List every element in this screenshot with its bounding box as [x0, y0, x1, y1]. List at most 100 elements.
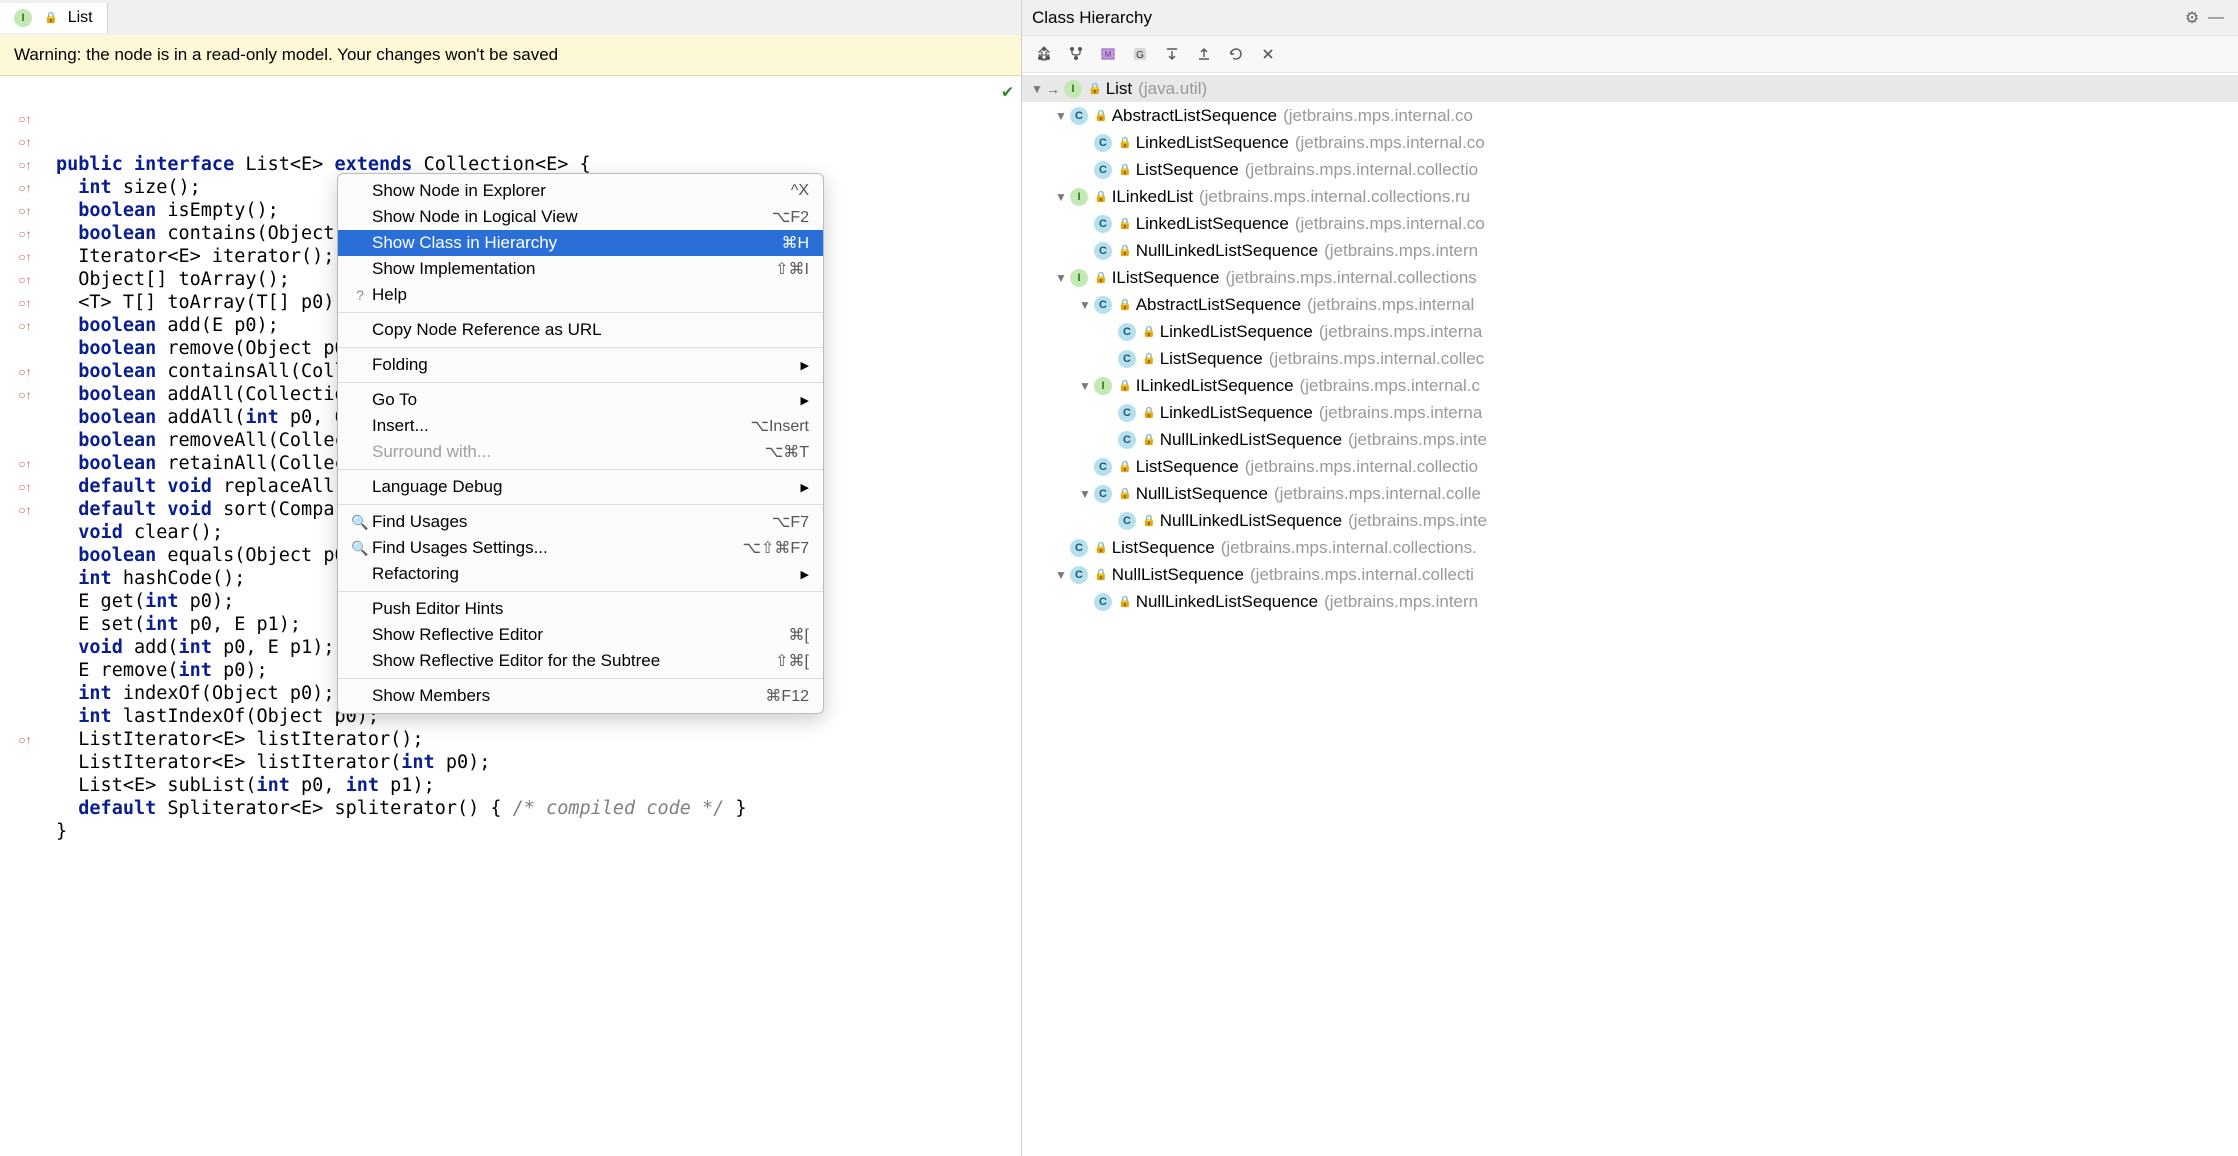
tree-node[interactable]: C🔒NullLinkedListSequence(jetbrains.mps.i…	[1022, 237, 2238, 264]
tree-node[interactable]: C🔒NullLinkedListSequence(jetbrains.mps.i…	[1022, 426, 2238, 453]
gutter-marker[interactable]	[0, 705, 50, 728]
toolbar-refresh-button[interactable]	[1222, 40, 1250, 68]
tree-node[interactable]: ▼C🔒NullListSequence(jetbrains.mps.intern…	[1022, 480, 2238, 507]
menu-item-show-implementation[interactable]: Show Implementation⇧⌘I	[338, 256, 823, 282]
gutter-marker[interactable]: ○↑	[0, 130, 50, 153]
inspection-ok-icon[interactable]: ✔	[1002, 80, 1013, 103]
gutter-marker[interactable]	[0, 751, 50, 774]
menu-item-label: Go To	[372, 390, 801, 410]
tree-node[interactable]: C🔒ListSequence(jetbrains.mps.internal.co…	[1022, 453, 2238, 480]
gutter-marker[interactable]: ○↑	[0, 291, 50, 314]
tree-node[interactable]: C🔒LinkedListSequence(jetbrains.mps.inter…	[1022, 318, 2238, 345]
gutter-marker[interactable]: ○↑	[0, 199, 50, 222]
gutter-marker[interactable]	[0, 544, 50, 567]
tree-twisty-icon[interactable]: ▼	[1076, 487, 1094, 501]
gutter-marker[interactable]: ○↑	[0, 360, 50, 383]
menu-item-show-node-in-logical-view[interactable]: Show Node in Logical View⌥F2	[338, 204, 823, 230]
menu-item-language-debug[interactable]: Language Debug▶	[338, 474, 823, 500]
gutter-marker[interactable]: ○↑	[0, 107, 50, 130]
toolbar-expand-button[interactable]	[1158, 40, 1186, 68]
menu-item-help[interactable]: ?Help	[338, 282, 823, 308]
gutter-marker[interactable]	[0, 84, 50, 107]
gutter-marker[interactable]	[0, 682, 50, 705]
menu-shortcut: ⌥⌘T	[765, 442, 809, 462]
gutter-marker[interactable]	[0, 590, 50, 613]
menu-item-insert[interactable]: Insert...⌥Insert	[338, 413, 823, 439]
tree-node[interactable]: C🔒LinkedListSequence(jetbrains.mps.inter…	[1022, 399, 2238, 426]
gutter-marker[interactable]: ○↑	[0, 314, 50, 337]
toolbar-collapse-button[interactable]	[1190, 40, 1218, 68]
menu-item-show-reflective-editor[interactable]: Show Reflective Editor⌘[	[338, 622, 823, 648]
gutter-marker[interactable]: ○↑	[0, 475, 50, 498]
tree-node[interactable]: C🔒ListSequence(jetbrains.mps.internal.co…	[1022, 534, 2238, 561]
tree-node-label: ILinkedListSequence	[1136, 376, 1294, 396]
menu-item-copy-node-reference-as-url[interactable]: Copy Node Reference as URL	[338, 317, 823, 343]
menu-item-find-usages-settings[interactable]: 🔍Find Usages Settings...⌥⇧⌘F7	[338, 535, 823, 561]
tree-node[interactable]: ▼C🔒AbstractListSequence(jetbrains.mps.in…	[1022, 291, 2238, 318]
gutter-marker[interactable]: ○↑	[0, 452, 50, 475]
editor-tab[interactable]: I 🔒 List	[0, 3, 108, 33]
gutter-marker[interactable]	[0, 521, 50, 544]
gutter-marker[interactable]	[0, 429, 50, 452]
menu-item-find-usages[interactable]: 🔍Find Usages⌥F7	[338, 509, 823, 535]
tree-node[interactable]: ▼I🔒IListSequence(jetbrains.mps.internal.…	[1022, 264, 2238, 291]
menu-item-go-to[interactable]: Go To▶	[338, 387, 823, 413]
tree-node[interactable]: ▼C🔒AbstractListSequence(jetbrains.mps.in…	[1022, 102, 2238, 129]
tree-node[interactable]: C🔒NullLinkedListSequence(jetbrains.mps.i…	[1022, 588, 2238, 615]
gutter-marker[interactable]	[0, 406, 50, 429]
gutter-marker[interactable]: ○↑	[0, 268, 50, 291]
tree-node[interactable]: ▼C🔒NullListSequence(jetbrains.mps.intern…	[1022, 561, 2238, 588]
toolbar-tree-button[interactable]	[1030, 40, 1058, 68]
tree-node[interactable]: C🔒LinkedListSequence(jetbrains.mps.inter…	[1022, 210, 2238, 237]
tree-node[interactable]: ▼I🔒ILinkedList(jetbrains.mps.internal.co…	[1022, 183, 2238, 210]
tree-node-package: (jetbrains.mps.intern	[1324, 592, 1478, 612]
menu-item-show-reflective-editor-for-the-subtree[interactable]: Show Reflective Editor for the Subtree⇧⌘…	[338, 648, 823, 674]
class-icon: C	[1118, 431, 1136, 449]
menu-item-show-members[interactable]: Show Members⌘F12	[338, 683, 823, 709]
code-line[interactable]: ListIterator<E> listIterator(int p0);	[56, 751, 1021, 774]
menu-item-refactoring[interactable]: Refactoring▶	[338, 561, 823, 587]
gutter-marker[interactable]	[0, 337, 50, 360]
gutter-marker[interactable]: ○↑	[0, 383, 50, 406]
gutter-marker[interactable]	[0, 613, 50, 636]
tree-twisty-icon[interactable]: ▼	[1052, 109, 1070, 123]
code-line[interactable]: }	[56, 820, 1021, 843]
gutter-marker[interactable]: ○↑	[0, 222, 50, 245]
tree-twisty-icon[interactable]: ▼	[1052, 568, 1070, 582]
interface-icon: I	[14, 9, 32, 27]
gutter-marker[interactable]	[0, 636, 50, 659]
toolbar-module-button[interactable]: M	[1094, 40, 1122, 68]
menu-item-show-node-in-explorer[interactable]: Show Node in Explorer^X	[338, 178, 823, 204]
minimize-icon[interactable]: —	[2204, 9, 2228, 27]
tree-twisty-icon[interactable]: ▼	[1028, 82, 1046, 96]
gutter-marker[interactable]	[0, 567, 50, 590]
gutter-marker[interactable]	[0, 659, 50, 682]
toolbar-fork-button[interactable]	[1062, 40, 1090, 68]
gutter-marker[interactable]: ○↑	[0, 498, 50, 521]
tree-twisty-icon[interactable]: ▼	[1076, 298, 1094, 312]
tree-node[interactable]: C🔒ListSequence(jetbrains.mps.internal.co…	[1022, 345, 2238, 372]
toolbar-g-button[interactable]: G	[1126, 40, 1154, 68]
toolbar-close-button[interactable]	[1254, 40, 1282, 68]
menu-item-push-editor-hints[interactable]: Push Editor Hints	[338, 596, 823, 622]
hierarchy-tree[interactable]: ▼→I🔒List(java.util)▼C🔒AbstractListSequen…	[1022, 73, 2238, 1156]
editor[interactable]: ○↑○↑○↑○↑○↑○↑○↑○↑○↑○↑○↑○↑○↑○↑○↑○↑ ✔ publi…	[0, 76, 1021, 1156]
gutter-marker[interactable]: ○↑	[0, 153, 50, 176]
menu-item-folding[interactable]: Folding▶	[338, 352, 823, 378]
gutter-marker[interactable]: ○↑	[0, 245, 50, 268]
tree-twisty-icon[interactable]: ▼	[1052, 190, 1070, 204]
code-line[interactable]: ListIterator<E> listIterator();	[56, 728, 1021, 751]
tree-node[interactable]: C🔒LinkedListSequence(jetbrains.mps.inter…	[1022, 129, 2238, 156]
tree-node[interactable]: ▼I🔒ILinkedListSequence(jetbrains.mps.int…	[1022, 372, 2238, 399]
tree-node[interactable]: C🔒ListSequence(jetbrains.mps.internal.co…	[1022, 156, 2238, 183]
code-line[interactable]: List<E> subList(int p0, int p1);	[56, 774, 1021, 797]
gear-icon[interactable]: ⚙	[2180, 8, 2204, 28]
tree-node[interactable]: C🔒NullLinkedListSequence(jetbrains.mps.i…	[1022, 507, 2238, 534]
tree-twisty-icon[interactable]: ▼	[1076, 379, 1094, 393]
tree-node[interactable]: ▼→I🔒List(java.util)	[1022, 75, 2238, 102]
gutter-marker[interactable]: ○↑	[0, 728, 50, 751]
tree-twisty-icon[interactable]: ▼	[1052, 271, 1070, 285]
gutter-marker[interactable]: ○↑	[0, 176, 50, 199]
menu-item-show-class-in-hierarchy[interactable]: Show Class in Hierarchy⌘H	[338, 230, 823, 256]
code-line[interactable]: default Spliterator<E> spliterator() { /…	[56, 797, 1021, 820]
